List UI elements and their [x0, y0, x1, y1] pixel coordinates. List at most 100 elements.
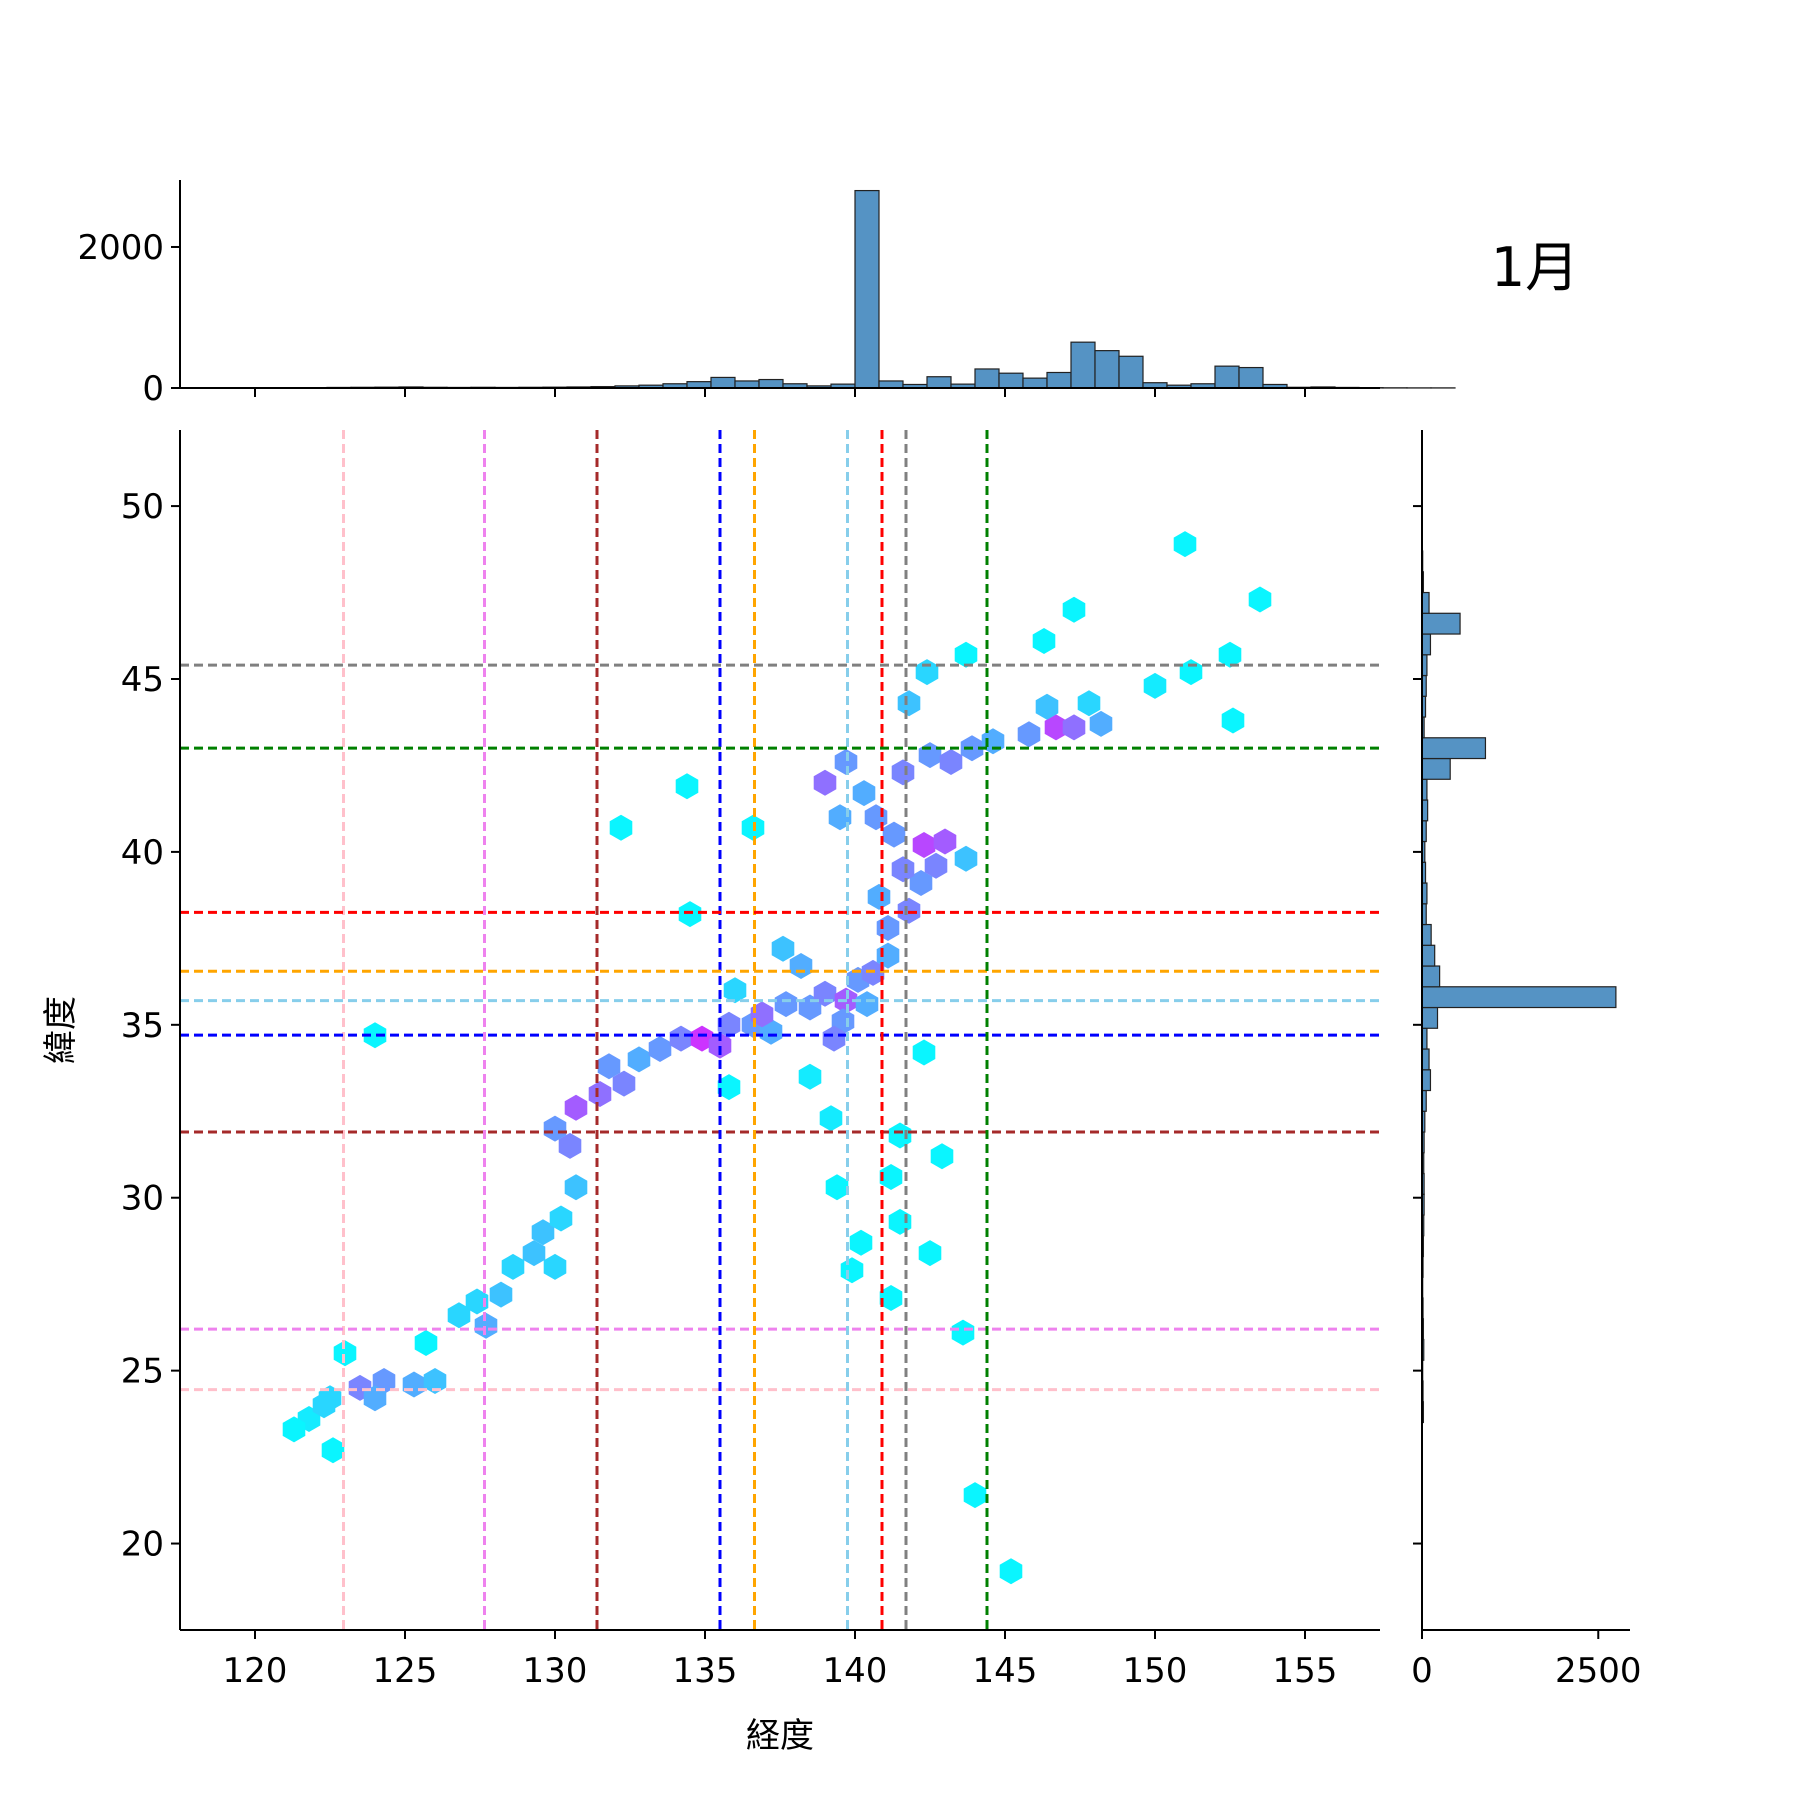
top-marginal-histogram: 0 2000 [77, 180, 1456, 409]
hex-cell [888, 1122, 912, 1149]
hex-cell [465, 1288, 489, 1315]
top-histogram-bar [1214, 365, 1240, 389]
top-histogram-bar [854, 189, 880, 389]
hex-cell [543, 1115, 567, 1142]
y-tick-label: 50 [121, 487, 164, 527]
hex-cell [918, 1240, 942, 1267]
x-tick-label: 140 [823, 1651, 888, 1691]
hex-cell [414, 1330, 438, 1356]
hex-cell [717, 1011, 741, 1038]
hex-cell [924, 852, 948, 879]
hex-cell [312, 1392, 336, 1419]
hex-cell [1044, 714, 1068, 741]
hex-cell [1062, 714, 1086, 741]
top-histogram-bar [974, 368, 1000, 389]
hex-cell [861, 959, 885, 986]
hex-cell [1032, 628, 1056, 654]
hex-cell [855, 991, 879, 1018]
hex-cell [678, 901, 702, 928]
hex-cell [1062, 596, 1086, 623]
x-tick-label: 145 [973, 1651, 1038, 1691]
hex-cell [879, 1164, 903, 1190]
hex-cell [669, 1025, 693, 1052]
y-tick-label: 35 [121, 1006, 164, 1046]
right-histogram-bar [1421, 965, 1441, 988]
top-histogram-bar [998, 372, 1024, 389]
top-histogram-bar [926, 376, 952, 389]
hex-cell [1248, 586, 1272, 613]
hex-cell [723, 977, 747, 1004]
hex-cell [750, 1001, 774, 1028]
right-histogram-bar [1421, 1069, 1432, 1092]
x-tick-label: 130 [523, 1651, 588, 1691]
hex-cell [363, 1022, 387, 1049]
hex-cell [549, 1205, 573, 1232]
right-y-ticks [1413, 505, 1422, 1545]
hex-cell [789, 953, 813, 979]
right-histogram-bar [1421, 986, 1617, 1009]
top-y-ticks: 0 2000 [77, 228, 180, 409]
top-histogram-bar [1238, 366, 1264, 389]
y-axis-label: 緯度 [41, 996, 81, 1064]
top-histogram-bar [1094, 350, 1120, 389]
right-histogram-bar [1421, 757, 1451, 780]
top-histogram-bar [758, 378, 784, 389]
hex-cell [489, 1281, 513, 1308]
hex-cell [321, 1437, 345, 1464]
y-tick-label: 40 [121, 833, 164, 873]
hex-cell [912, 832, 936, 858]
top-histogram-bar [1046, 371, 1072, 389]
hex-cell [897, 690, 921, 717]
hex-cell [588, 1081, 612, 1107]
hex-cell [717, 1074, 741, 1101]
hex-cell [708, 1032, 732, 1059]
hex-cell [828, 804, 852, 831]
hex-cell [819, 1105, 843, 1132]
right-histogram-bar [1421, 923, 1432, 946]
hex-cell [1089, 710, 1113, 737]
hex-cell [501, 1253, 525, 1280]
hex-cell [963, 1482, 987, 1509]
right-histogram-bar [1421, 612, 1461, 635]
right-histogram-bar [1421, 1006, 1439, 1029]
hex-cell [771, 935, 795, 962]
right-histogram-bar [1421, 737, 1487, 760]
hex-cell [951, 1319, 975, 1346]
hex-cell [609, 814, 633, 841]
top-histogram-bar [1118, 355, 1144, 389]
hex-cell [690, 1025, 714, 1052]
hex-cell [543, 1253, 567, 1280]
right-marginal-histogram: 0 2500 [1411, 430, 1642, 1691]
hex-cell [933, 828, 957, 855]
x-tick-label: 155 [1273, 1651, 1338, 1691]
hex-cell-layer [282, 531, 1272, 1585]
hex-cell [1077, 690, 1101, 717]
hex-cell [675, 773, 699, 800]
y-tick-label: 20 [121, 1525, 164, 1565]
reference-line-layer [180, 430, 1380, 1630]
hex-cell [912, 1039, 936, 1066]
y-tick-label: 45 [121, 660, 164, 700]
hex-cell [954, 641, 978, 668]
hex-cell [882, 821, 906, 848]
x-axis-label: 経度 [746, 1716, 814, 1756]
right-histogram-bar [1421, 1048, 1430, 1071]
hex-cell [825, 1174, 849, 1201]
hex-cell [930, 1143, 954, 1170]
hex-cell [852, 780, 876, 807]
hex-cell [474, 1312, 498, 1339]
top-y-tick-label: 2000 [77, 228, 164, 268]
main-y-ticks: 20 25 30 35 40 45 50 [121, 487, 180, 1565]
top-histogram-bar [710, 376, 736, 389]
hex-cell [648, 1036, 672, 1062]
hex-cell [423, 1368, 447, 1394]
hexbin-panel: 120 125 130 135 140 145 150 155 20253035404550 … [41, 430, 1380, 1756]
hex-cell [798, 1063, 822, 1090]
hex-cell [891, 759, 915, 786]
hex-cell [1035, 693, 1059, 720]
x-tick-label: 120 [223, 1651, 288, 1691]
hex-cell [774, 991, 798, 1018]
right-histogram-bar [1421, 633, 1432, 656]
